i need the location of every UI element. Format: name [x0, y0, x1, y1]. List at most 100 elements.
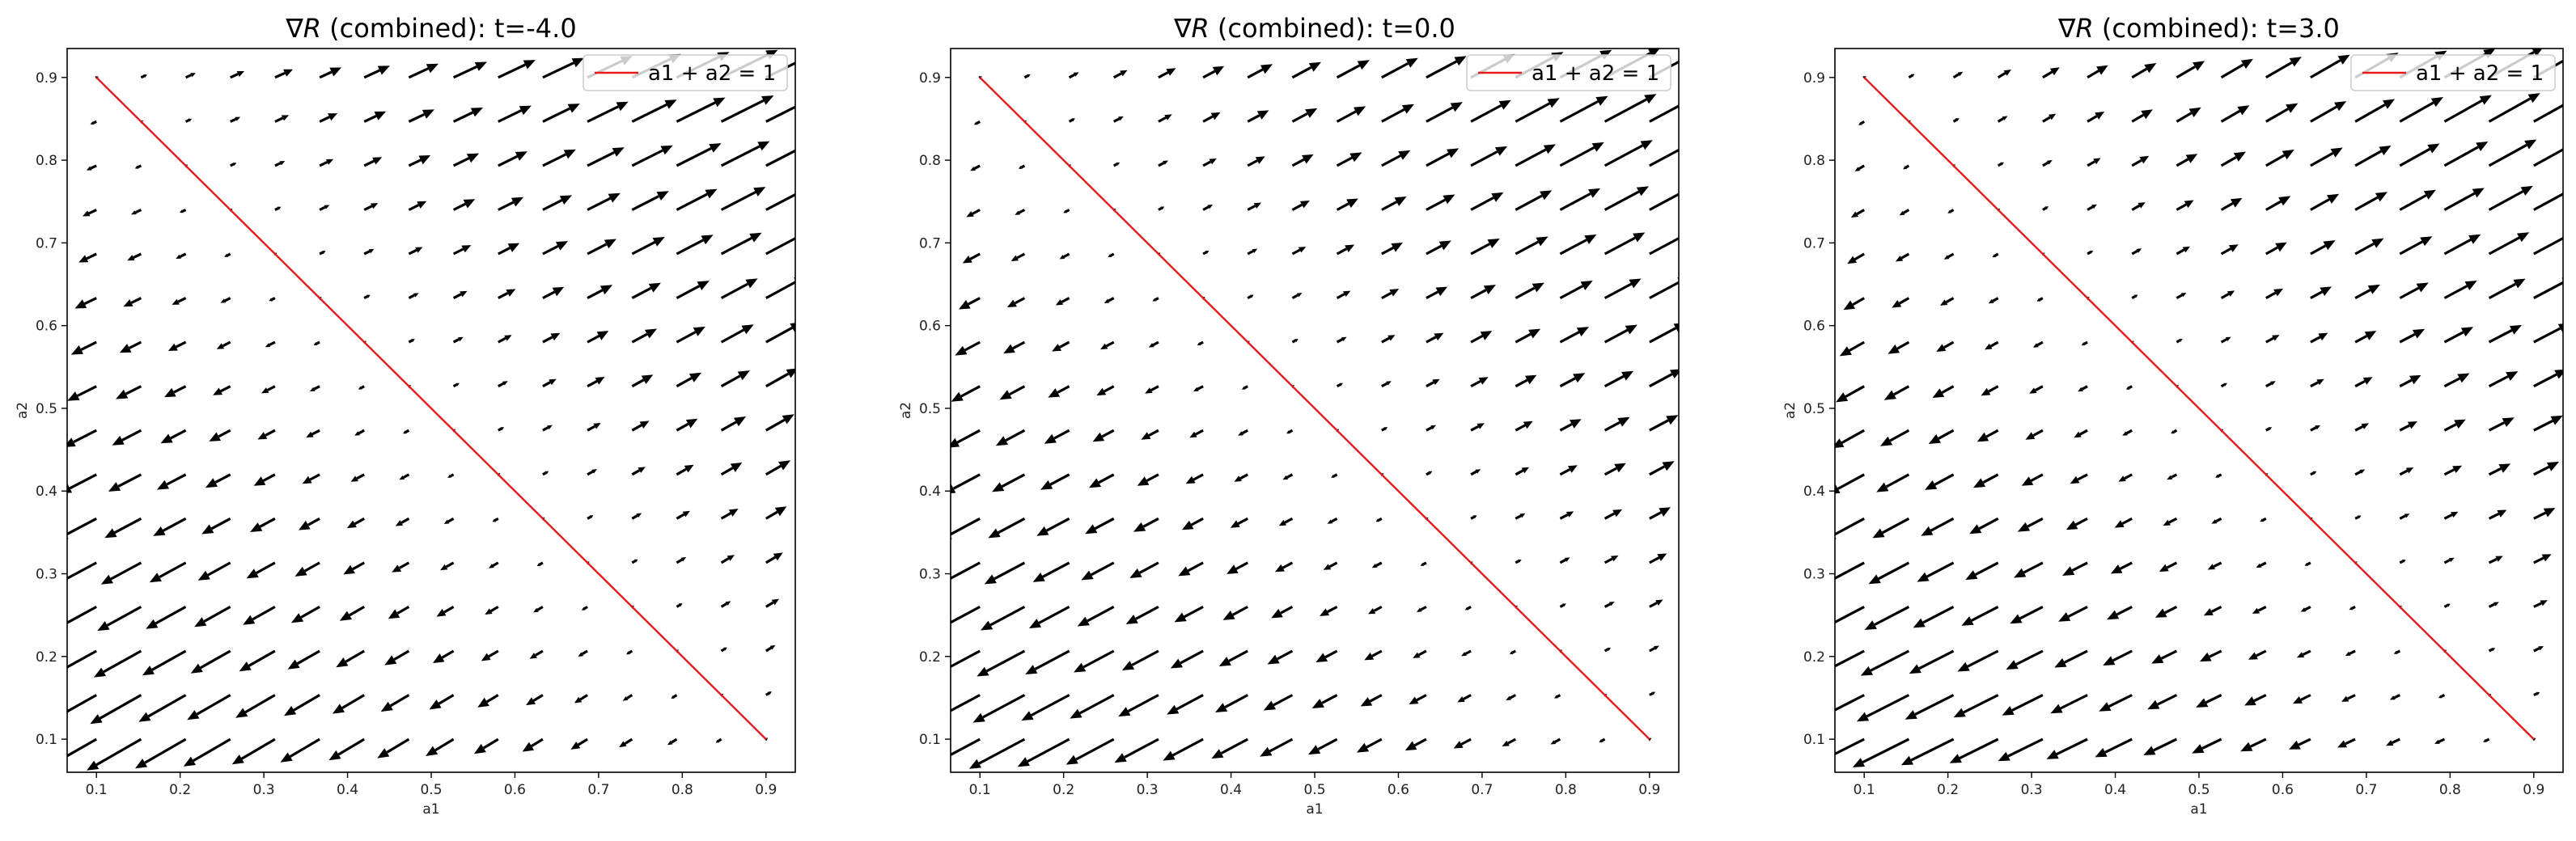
- quiver-arrow-head: [1985, 343, 1993, 350]
- quiver-arrow-head: [761, 95, 774, 105]
- quiver-arrow-shaft: [631, 149, 663, 167]
- quiver-arrow-shaft: [2176, 66, 2196, 79]
- quiver-arrow: [2151, 649, 2178, 664]
- quiver-arrow-shaft: [2125, 429, 2133, 435]
- quiver-arrow-shaft: [1101, 429, 1115, 438]
- quiver-arrow-shaft: [1291, 112, 1308, 123]
- quiver-arrow-shaft: [1091, 561, 1115, 577]
- quiver-arrow: [2029, 385, 2044, 394]
- quiver-arrow: [70, 340, 97, 355]
- quiver-arrow-head: [2389, 695, 2396, 700]
- quiver-arrow-shaft: [2310, 152, 2334, 167]
- quiver-arrow-head: [458, 336, 464, 342]
- quiver-arrow: [363, 203, 379, 211]
- quiver-arrow: [2533, 462, 2560, 476]
- quiver-arrow-head: [2509, 324, 2522, 335]
- quiver-arrow: [253, 473, 276, 486]
- panel-margin-bottom: [951, 772, 1679, 841]
- quiver-arrow: [1868, 561, 1910, 585]
- quiver-arrow: [235, 694, 276, 718]
- quiver-arrow: [1021, 694, 1070, 721]
- quiver-arrow-shaft: [720, 145, 761, 167]
- quiver-arrow: [1129, 561, 1159, 578]
- quiver-arrow-shaft: [2131, 158, 2142, 167]
- quiver-arrow-shaft: [972, 209, 981, 215]
- quiver-arrow-head: [1323, 564, 1332, 570]
- quiver-arrow-shaft: [2253, 694, 2267, 703]
- quiver-arrow-head: [1170, 658, 1183, 669]
- quiver-arrow: [1470, 192, 1504, 211]
- quiver-arrow: [399, 473, 410, 480]
- quiver-arrow-shaft: [2087, 70, 2099, 79]
- quiver-arrow: [100, 561, 142, 585]
- quiver-arrow: [1413, 649, 1427, 658]
- quiver-arrow: [1247, 64, 1273, 79]
- quiver-arrow-shaft: [452, 247, 464, 256]
- quiver-arrow: [631, 99, 677, 123]
- quiver-arrow-head: [1211, 749, 1224, 759]
- quiver-arrow-shaft: [2392, 737, 2400, 744]
- quiver-arrow-shaft: [88, 209, 97, 215]
- quiver-arrow-head: [1438, 240, 1451, 251]
- chart-panel-1: 0.1 0.2 0.3 0.4 0.5 0.6 0.7 0.8 0.90.10.20.30.40…: [0, 0, 951, 841]
- quiver-arrow: [274, 206, 282, 211]
- x-tick-label: 0.7: [587, 782, 609, 798]
- quiver-arrow-shaft: [1202, 70, 1216, 79]
- quiver-arrow: [1850, 209, 1866, 218]
- quiver-arrow: [319, 113, 338, 123]
- quiver-arrow-shaft: [1515, 332, 1532, 344]
- quiver-arrow: [498, 381, 508, 388]
- quiver-arrow-shaft: [2074, 517, 2088, 526]
- quiver-arrow-shaft: [1601, 737, 1606, 742]
- quiver-arrow-shaft: [1110, 252, 1115, 257]
- quiver-arrow: [346, 517, 365, 529]
- quiver-arrow-shaft: [2443, 513, 2453, 520]
- quiver-arrow-shaft: [1014, 297, 1026, 305]
- quiver-arrow-head: [235, 116, 241, 121]
- quiver-arrow-shaft: [765, 464, 782, 476]
- quiver-arrow: [2399, 143, 2440, 167]
- quiver-arrow-shaft: [252, 606, 276, 621]
- quiver-arrow: [1908, 74, 1915, 79]
- quiver-arrow-head: [1480, 331, 1493, 340]
- quiver-arrow-shaft: [2443, 604, 2449, 608]
- quiver-arrow: [274, 161, 286, 167]
- quiver-arrow: [1470, 331, 1493, 344]
- quiver-arrow-shaft: [2443, 559, 2451, 564]
- quiver-arrow-head: [955, 345, 968, 356]
- quiver-arrow-head: [1104, 298, 1110, 303]
- quiver-arrow-shaft: [1087, 605, 1115, 623]
- quiver-arrow: [2196, 694, 2222, 708]
- quiver-arrow: [765, 644, 776, 653]
- quiver-arrow: [676, 556, 687, 564]
- x-tick-label: 0.8: [1555, 782, 1577, 798]
- quiver-arrow: [1872, 517, 1910, 539]
- quiver-arrow: [1649, 461, 1675, 476]
- quiver-arrow-head: [1940, 299, 1948, 306]
- quiver-arrow-head: [188, 118, 193, 122]
- quiver-arrow: [1969, 517, 1999, 535]
- quiver-arrow-head: [2423, 189, 2436, 200]
- y-tick-label: 0.4: [919, 484, 941, 500]
- quiver-arrow: [363, 66, 390, 79]
- y-tick-label: 0.8: [36, 153, 57, 169]
- y-tick-label: 0.1: [919, 732, 941, 748]
- quiver-arrow-shaft: [363, 69, 380, 79]
- quiver-arrow: [485, 606, 499, 615]
- quiver-arrow: [1336, 336, 1347, 344]
- quiver-arrow-shaft: [1193, 473, 1204, 481]
- quiver-arrow-shaft: [1926, 561, 1955, 578]
- quiver-arrow: [1336, 152, 1362, 167]
- quiver-arrow-head: [1854, 167, 1861, 171]
- y-axis-label: a2: [898, 402, 914, 419]
- quiver-arrow-head: [216, 343, 225, 349]
- quiver-arrow-shaft: [1604, 420, 1621, 432]
- quiver-arrow: [1202, 251, 1210, 256]
- quiver-arrow-head: [70, 345, 83, 355]
- quiver-arrow: [1145, 385, 1159, 394]
- quiver-arrow: [2114, 517, 2133, 528]
- quiver-arrow-head: [1230, 520, 1240, 528]
- quiver-arrow-head: [1651, 691, 1656, 695]
- quiver-arrow-shaft: [181, 209, 187, 213]
- quiver-arrow: [973, 120, 981, 125]
